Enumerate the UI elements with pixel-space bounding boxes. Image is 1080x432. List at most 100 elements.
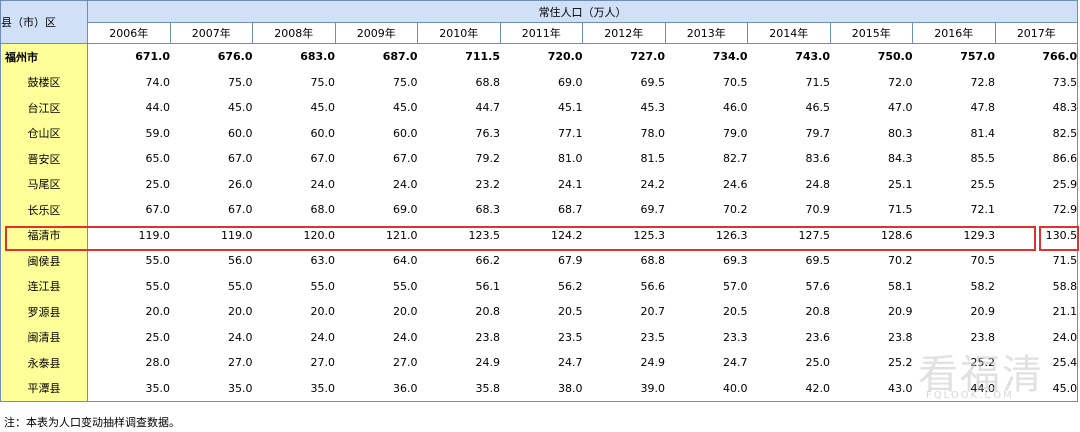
population-value: 70.5 — [723, 75, 748, 89]
population-value: 124.2 — [551, 228, 583, 242]
table-row: 长乐区 67.0 67.0 68.0 69.0 68.3 68.7 69.7 70.2 70.9 7… — [0, 197, 1079, 223]
population-value: 81.0 — [558, 152, 583, 166]
population-value: 85.5 — [970, 152, 996, 166]
population-value: 66.2 — [475, 254, 501, 268]
population-value: 23.3 — [723, 330, 748, 344]
population-value: 35.8 — [417, 375, 500, 402]
population-value: 23.8 — [475, 330, 501, 344]
population-value: 23.5 — [558, 330, 583, 344]
population-value: 26.0 — [228, 177, 253, 191]
population-value: 121.0 — [386, 228, 418, 242]
population-value: 83.6 — [805, 152, 831, 166]
population-value: 74.0 — [145, 75, 171, 89]
population-value: 75.0 — [393, 75, 418, 89]
population-value: 40.0 — [665, 375, 748, 402]
year-header: 2008年 — [252, 22, 336, 44]
population-value: 24.8 — [805, 177, 831, 191]
year-header: 2007年 — [169, 22, 253, 44]
population-value: 23.8 — [888, 330, 913, 344]
population-value: 77.1 — [558, 126, 583, 140]
population-value: 56.6 — [640, 279, 666, 293]
population-value: 65.0 — [145, 152, 171, 166]
population-value: 58.2 — [970, 279, 996, 293]
table-row: 马尾区 25.0 26.0 24.0 24.0 23.2 24.1 24.2 24.6 24.8 2… — [0, 171, 1079, 197]
population-value: 56.1 — [475, 279, 501, 293]
population-value: 47.8 — [970, 101, 996, 115]
year-header: 2006年 — [87, 22, 171, 44]
population-value: 734.0 — [712, 50, 748, 64]
year-header: 2015年 — [829, 22, 913, 44]
population-value: 766.0 — [995, 43, 1079, 70]
district-name: 仓山区 — [0, 120, 88, 146]
population-value: 27.0 — [228, 356, 253, 370]
population-value: 23.6 — [805, 330, 831, 344]
population-value: 46.0 — [723, 101, 748, 115]
population-value: 25.5 — [970, 177, 996, 191]
population-value: 20.0 — [145, 305, 171, 319]
population-value: 27.0 — [310, 356, 336, 370]
population-value: 119.0 — [138, 228, 171, 242]
population-value: 64.0 — [393, 254, 418, 268]
population-value: 28.0 — [145, 356, 171, 370]
population-value: 86.6 — [995, 146, 1079, 172]
population-value: 38.0 — [500, 375, 583, 402]
population-value: 25.1 — [888, 177, 913, 191]
population-value: 59.0 — [145, 126, 171, 140]
population-value: 21.1 — [995, 299, 1079, 325]
population-value: 60.0 — [310, 126, 336, 140]
population-value: 68.0 — [310, 203, 336, 217]
population-value: 20.5 — [558, 305, 583, 319]
population-value: 58.8 — [995, 273, 1079, 299]
table-row: 福清市 119.0 119.0 120.0 121.0 123.5 124.2 125.3 12… — [0, 222, 1079, 248]
population-value: 68.8 — [475, 75, 501, 89]
population-value: 20.8 — [475, 305, 501, 319]
population-value: 84.3 — [888, 152, 913, 166]
district-name: 马尾区 — [0, 171, 88, 197]
population-value: 82.7 — [723, 152, 748, 166]
population-value: 56.2 — [558, 279, 583, 293]
district-name: 长乐区 — [0, 197, 88, 223]
population-value: 20.7 — [640, 305, 666, 319]
table-row: 闽侯县 55.0 56.0 63.0 64.0 66.2 67.9 68.8 69.3 69.5 7… — [0, 248, 1079, 274]
population-value: 687.0 — [382, 50, 418, 64]
population-value: 45.0 — [310, 101, 336, 115]
population-table: 县（市）区 常住人口（万人） 2006年 2007年 2008年 2009年 2010年… — [0, 0, 1079, 402]
district-name: 晋安区 — [0, 146, 88, 172]
population-value: 750.0 — [877, 50, 913, 64]
population-value: 60.0 — [393, 126, 418, 140]
district-name: 永泰县 — [0, 350, 88, 376]
population-value: 727.0 — [630, 50, 665, 64]
population-value: 35.0 — [252, 375, 335, 402]
population-value: 72.0 — [888, 75, 913, 89]
population-value: 45.0 — [393, 101, 418, 115]
population-value: 79.2 — [475, 152, 501, 166]
population-value: 25.9 — [995, 171, 1079, 197]
population-value: 70.2 — [888, 254, 913, 268]
population-value: 69.5 — [805, 254, 831, 268]
year-header: 2016年 — [912, 22, 996, 44]
table-row: 连江县 55.0 55.0 55.0 55.0 56.1 56.2 56.6 57.0 57.6 5… — [0, 273, 1079, 299]
population-value: 69.3 — [723, 254, 748, 268]
population-value: 35.0 — [170, 375, 253, 402]
population-value: 55.0 — [310, 279, 336, 293]
population-value: 45.0 — [995, 375, 1079, 402]
population-value: 67.0 — [145, 203, 171, 217]
population-value: 69.0 — [393, 203, 418, 217]
population-value: 79.7 — [805, 126, 831, 140]
population-value: 25.2 — [970, 356, 996, 370]
population-value: 44.7 — [475, 101, 501, 115]
population-value: 720.0 — [547, 50, 583, 64]
population-value: 20.5 — [723, 305, 748, 319]
population-value: 24.6 — [723, 177, 748, 191]
table-row: 罗源县 20.0 20.0 20.0 20.0 20.8 20.5 20.7 20.5 20.8 2… — [0, 299, 1079, 325]
table-body: 福州市 671.0 676.0 683.0 687.0 711.5 720.0 727.0 73… — [0, 43, 1079, 402]
population-value: 55.0 — [145, 254, 171, 268]
population-value: 24.0 — [310, 177, 336, 191]
population-value: 67.9 — [558, 254, 583, 268]
table-row: 平潭县 35.0 35.0 35.0 36.0 35.8 38.0 39.0 40.0 42.0 4… — [0, 375, 1079, 402]
population-value: 125.3 — [633, 228, 666, 242]
population-value: 711.5 — [465, 50, 500, 64]
district-name: 闽清县 — [0, 324, 88, 350]
population-value: 120.0 — [303, 228, 336, 242]
population-value: 24.0 — [310, 330, 336, 344]
